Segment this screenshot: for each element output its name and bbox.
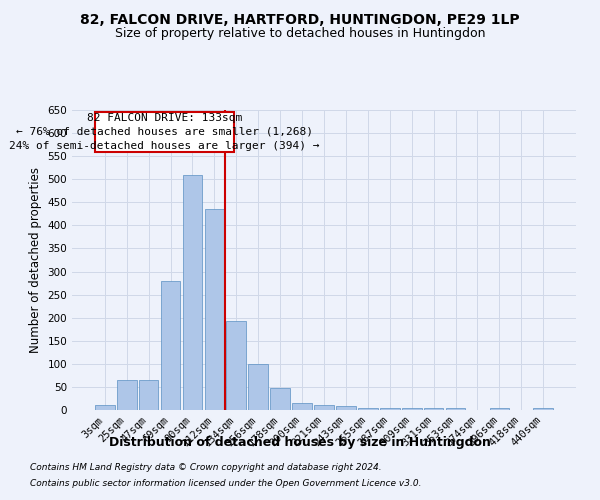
Bar xyxy=(402,408,422,410)
Text: Contains public sector information licensed under the Open Government Licence v3: Contains public sector information licen… xyxy=(30,478,421,488)
Text: Distribution of detached houses by size in Huntingdon: Distribution of detached houses by size … xyxy=(109,436,491,449)
Bar xyxy=(139,380,158,410)
Bar xyxy=(336,406,356,410)
Text: 82, FALCON DRIVE, HARTFORD, HUNTINGDON, PE29 1LP: 82, FALCON DRIVE, HARTFORD, HUNTINGDON, … xyxy=(80,12,520,26)
Bar xyxy=(358,408,378,410)
Bar xyxy=(292,403,312,410)
Bar xyxy=(314,406,334,410)
Bar xyxy=(490,408,509,410)
Bar xyxy=(533,408,553,410)
Bar xyxy=(182,174,202,410)
Bar xyxy=(270,388,290,410)
Bar xyxy=(161,281,181,410)
Bar xyxy=(226,322,246,410)
Text: Size of property relative to detached houses in Huntingdon: Size of property relative to detached ho… xyxy=(115,28,485,40)
Text: 82 FALCON DRIVE: 133sqm
← 76% of detached houses are smaller (1,268)
24% of semi: 82 FALCON DRIVE: 133sqm ← 76% of detache… xyxy=(9,113,320,151)
Bar xyxy=(380,408,400,410)
Bar xyxy=(424,408,443,410)
Y-axis label: Number of detached properties: Number of detached properties xyxy=(29,167,42,353)
Bar xyxy=(248,364,268,410)
Bar xyxy=(446,408,466,410)
Text: Contains HM Land Registry data © Crown copyright and database right 2024.: Contains HM Land Registry data © Crown c… xyxy=(30,464,382,472)
Bar xyxy=(95,406,115,410)
Bar xyxy=(205,209,224,410)
Bar xyxy=(117,380,137,410)
FancyBboxPatch shape xyxy=(95,112,234,152)
